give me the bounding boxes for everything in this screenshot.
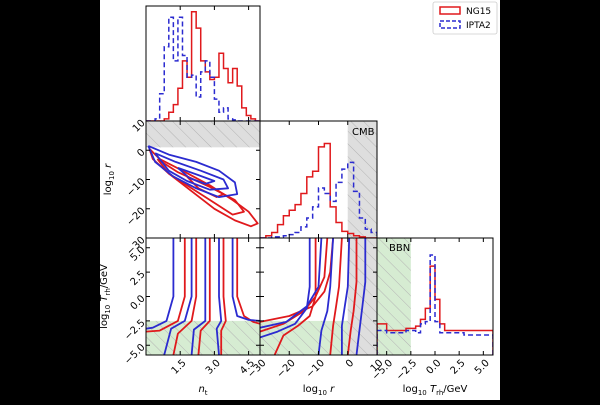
contour-line-NG15: [172, 238, 198, 355]
contour-line-NG15: [236, 238, 260, 325]
contours-log10_Trh_vs_n_t-IPTA2: [146, 238, 260, 355]
excluded-region-green: [146, 320, 260, 355]
contour-line-IPTA2: [355, 238, 367, 355]
annotations: CMB BBN: [352, 127, 410, 254]
contour-line-NG15: [146, 238, 186, 333]
annotation-bbn: BBN: [389, 243, 410, 254]
contour-line-NG15: [260, 238, 329, 333]
axis-label-suffix: T: [427, 384, 437, 395]
y-axis-label-log10-trh: log10 Trh/GeV: [99, 264, 112, 329]
contour-line-IPTA2: [154, 152, 229, 191]
histogram-series-IPTA2: [260, 161, 377, 238]
contour-line-IPTA2: [190, 238, 207, 355]
axis-label-unit: /GeV: [99, 264, 110, 288]
excluded-region-grey: [146, 121, 260, 148]
axis-label-main: log: [103, 180, 114, 195]
histogram-log10_r-IPTA2: [260, 161, 377, 238]
contour-line-IPTA2: [147, 145, 239, 198]
axis-label-main: log: [303, 384, 318, 395]
axis-label-suffix: r: [327, 384, 335, 395]
annotation-cmb: CMB: [352, 127, 375, 138]
contour-line-IPTA2: [260, 238, 311, 339]
axis-label-suffix: r: [103, 163, 114, 171]
x-axis-label-log10-trh: log10 Trh/GeV: [403, 384, 468, 397]
y-axis-label-log10-r: log10 r: [103, 163, 116, 195]
axis-label-unit: /GeV: [443, 384, 467, 395]
contour-line-NG15: [220, 238, 227, 355]
contour-line-IPTA2: [215, 238, 223, 355]
legend-label-ng15: NG15: [466, 7, 491, 17]
axis-label-main: log: [403, 384, 418, 395]
contours-log10_r_vs_n_t-IPTA2: [147, 145, 239, 198]
axis-label-sub: 10: [418, 389, 427, 397]
contour-line-IPTA2: [231, 238, 260, 322]
contour-line-NG15: [197, 238, 211, 355]
excluded-region-hatch: [347, 121, 377, 238]
contour-line-NG15: [346, 238, 358, 355]
axis-label-sub: 10: [108, 171, 116, 180]
axis-label-sub: t: [205, 389, 208, 397]
contour-line-IPTA2: [177, 166, 216, 185]
excluded-region-hatch: [347, 238, 377, 355]
histogram-log10_Trh-IPTA2: [377, 254, 493, 355]
contour-line-IPTA2: [317, 238, 334, 355]
histogram-series-IPTA2: [146, 16, 260, 121]
axis-label-main: log: [99, 314, 110, 329]
axis-label-suffix: T: [99, 295, 110, 305]
histogram-n_t-IPTA2: [146, 16, 260, 121]
legend-swatch-ipta2: [439, 20, 461, 29]
legend-box: [432, 1, 498, 35]
axis-label-suffix-sub: rh: [436, 389, 443, 397]
contour-line-IPTA2: [341, 238, 351, 355]
histogram-series-NG15: [146, 11, 260, 121]
contour-line-NG15: [329, 238, 343, 355]
x-axis-label-n-t: nt: [198, 384, 207, 397]
contour-line-NG15: [186, 175, 225, 198]
legend: NG15 IPTA2: [432, 1, 498, 35]
legend-swatch-ng15: [439, 6, 461, 15]
histogram-series-NG15: [260, 142, 377, 238]
excluded-region-hatch: [377, 238, 411, 355]
x-axis-label-log10-r: log10 r: [303, 384, 335, 397]
legend-label-ipta2: IPTA2: [466, 21, 491, 31]
axis-label-sub: 10: [318, 389, 327, 397]
axis-label-suffix-sub: rh: [104, 288, 112, 295]
excluded-region-hatch: [146, 320, 260, 355]
contours-log10_Trh_vs_n_t-NG15: [146, 238, 260, 355]
contour-line-NG15: [273, 238, 317, 355]
contour-line-IPTA2: [146, 238, 175, 330]
histogram-log10_r-NG15: [260, 142, 377, 238]
axis-label-main: n: [198, 384, 204, 395]
excluded-region-grey: [347, 238, 377, 355]
excluded-region-hatch: [146, 121, 260, 148]
contour-line-IPTA2: [260, 238, 323, 329]
excluded-region-green: [377, 238, 411, 355]
histogram-n_t-NG15: [146, 11, 260, 121]
histogram-series-IPTA2: [377, 254, 493, 355]
axis-ticks: [146, 6, 484, 355]
contours-log10_Trh_vs_log10_r-IPTA2: [260, 238, 367, 355]
excluded-region-grey: [347, 121, 377, 238]
axis-label-sub: 10: [104, 305, 112, 314]
contour-line-IPTA2: [163, 238, 193, 355]
plot-data: [146, 11, 493, 355]
